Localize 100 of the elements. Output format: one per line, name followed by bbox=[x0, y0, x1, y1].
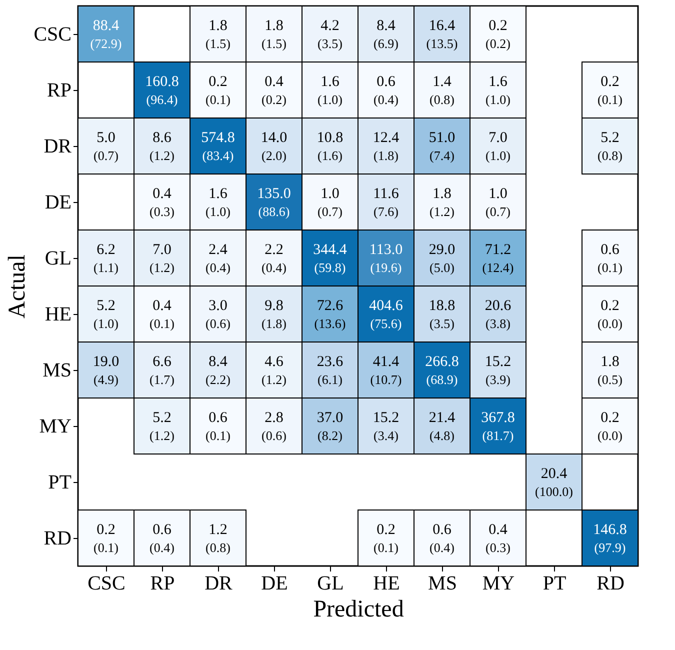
annotation: (1.8) bbox=[262, 316, 286, 331]
data-label: 0.2 bbox=[600, 410, 620, 426]
data-label: 0.2 bbox=[208, 74, 228, 90]
annotation: (1.1) bbox=[94, 260, 118, 275]
x-tick-label: RP bbox=[150, 572, 175, 594]
y-tick-label: MS bbox=[42, 360, 72, 382]
data-label: 1.8 bbox=[432, 186, 452, 202]
data-label: 88.4 bbox=[92, 18, 120, 34]
annotation: (2.2) bbox=[206, 372, 230, 387]
annotation: (2.0) bbox=[262, 148, 286, 163]
data-label: 41.4 bbox=[372, 354, 400, 370]
annotation: (12.4) bbox=[482, 260, 514, 275]
data-label: 574.8 bbox=[201, 130, 235, 146]
data-label: 71.2 bbox=[484, 242, 512, 258]
x-tick-label: HE bbox=[373, 572, 400, 594]
annotation: (0.8) bbox=[430, 92, 454, 107]
annotation: (83.4) bbox=[202, 148, 234, 163]
annotation: (1.2) bbox=[150, 428, 174, 443]
data-label: 5.2 bbox=[600, 130, 620, 146]
annotation: (0.1) bbox=[150, 316, 174, 331]
x-tick-label: DR bbox=[204, 572, 234, 594]
data-label: 9.8 bbox=[264, 298, 284, 314]
annotation: (3.5) bbox=[318, 36, 342, 51]
data-label: 5.2 bbox=[152, 410, 172, 426]
data-label: 1.6 bbox=[488, 74, 508, 90]
annotation: (81.7) bbox=[482, 428, 514, 443]
data-label: 2.2 bbox=[264, 242, 284, 258]
annotation: (96.4) bbox=[146, 92, 178, 107]
annotation: (0.6) bbox=[206, 316, 230, 331]
annotation: (7.6) bbox=[374, 204, 398, 219]
x-tick-label: RD bbox=[596, 572, 624, 594]
y-tick-label: HE bbox=[44, 304, 72, 326]
annotation: (0.1) bbox=[374, 540, 398, 555]
data-label: 29.0 bbox=[428, 242, 456, 258]
annotation: (13.5) bbox=[426, 36, 458, 51]
data-label: 0.2 bbox=[488, 18, 508, 34]
annotation: (0.1) bbox=[598, 260, 622, 275]
annotation: (1.2) bbox=[262, 372, 286, 387]
annotation: (1.0) bbox=[318, 92, 342, 107]
data-label: 7.0 bbox=[152, 242, 172, 258]
data-label: 20.6 bbox=[484, 298, 512, 314]
data-label: 51.0 bbox=[428, 130, 456, 146]
data-label: 15.2 bbox=[372, 410, 400, 426]
x-tick-label: DE bbox=[261, 572, 288, 594]
annotation: (7.4) bbox=[430, 148, 454, 163]
y-tick-label: MY bbox=[39, 416, 72, 438]
data-label: 15.2 bbox=[484, 354, 512, 370]
annotation: (1.0) bbox=[94, 316, 118, 331]
data-label: 135.0 bbox=[257, 186, 291, 202]
data-label: 4.6 bbox=[264, 354, 284, 370]
data-label: 0.6 bbox=[376, 74, 396, 90]
data-label: 113.0 bbox=[369, 242, 403, 258]
annotation: (72.9) bbox=[90, 36, 122, 51]
data-label: 0.4 bbox=[152, 298, 172, 314]
data-label: 8.6 bbox=[152, 130, 172, 146]
annotation: (0.5) bbox=[598, 372, 622, 387]
data-label: 1.6 bbox=[320, 74, 340, 90]
annotation: (0.4) bbox=[262, 260, 286, 275]
x-axis-title: Predicted bbox=[313, 596, 404, 622]
annotation: (0.7) bbox=[318, 204, 342, 219]
annotation: (0.1) bbox=[94, 540, 118, 555]
data-label: 1.8 bbox=[264, 18, 284, 34]
annotation: (0.7) bbox=[94, 148, 118, 163]
data-label: 0.4 bbox=[264, 74, 284, 90]
data-label: 14.0 bbox=[260, 130, 288, 146]
annotation: (59.8) bbox=[314, 260, 346, 275]
data-label: 37.0 bbox=[316, 410, 344, 426]
annotation: (75.6) bbox=[370, 316, 402, 331]
data-label: 1.6 bbox=[208, 186, 228, 202]
annotation: (0.4) bbox=[374, 92, 398, 107]
y-tick-label: RP bbox=[47, 80, 72, 102]
data-label: 23.6 bbox=[316, 354, 344, 370]
data-label: 0.2 bbox=[96, 522, 116, 538]
annotation: (0.2) bbox=[486, 36, 510, 51]
data-label: 344.4 bbox=[313, 242, 348, 258]
annotation: (13.6) bbox=[314, 316, 346, 331]
data-label: 0.6 bbox=[432, 522, 452, 538]
annotation: (0.0) bbox=[598, 428, 622, 443]
annotation: (0.0) bbox=[598, 316, 622, 331]
annotation: (1.6) bbox=[318, 148, 342, 163]
annotation: (88.6) bbox=[258, 204, 290, 219]
data-label: 8.4 bbox=[208, 354, 228, 370]
data-label: 16.4 bbox=[428, 18, 456, 34]
data-label: 0.2 bbox=[600, 74, 620, 90]
data-label: 72.6 bbox=[316, 298, 344, 314]
annotation: (8.2) bbox=[318, 428, 342, 443]
annotation: (0.4) bbox=[206, 260, 230, 275]
y-tick-label: PT bbox=[48, 472, 72, 494]
x-tick-label: CSC bbox=[88, 572, 126, 594]
annotation: (4.9) bbox=[94, 372, 118, 387]
annotation: (68.9) bbox=[426, 372, 458, 387]
data-label: 404.6 bbox=[369, 298, 404, 314]
annotation: (1.0) bbox=[486, 148, 510, 163]
annotation: (6.9) bbox=[374, 36, 398, 51]
data-label: 1.2 bbox=[208, 522, 228, 538]
data-label: 18.8 bbox=[428, 298, 456, 314]
annotation: (0.8) bbox=[598, 148, 622, 163]
data-label: 0.6 bbox=[152, 522, 172, 538]
data-label: 12.4 bbox=[372, 130, 400, 146]
data-label: 6.2 bbox=[96, 242, 116, 258]
